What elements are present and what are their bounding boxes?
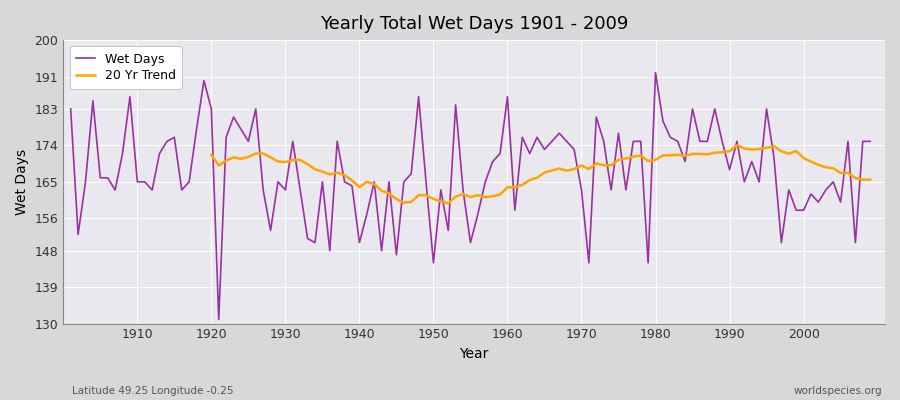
Wet Days: [66, 106, 77, 111]
Wet Days: [598, 139, 609, 144]
Wet Days: [865, 139, 876, 144]
Y-axis label: Wet Days: Wet Days: [15, 149, 29, 215]
Title: Yearly Total Wet Days 1901 - 2009: Yearly Total Wet Days 1901 - 2009: [320, 15, 628, 33]
20 Yr Trend: [865, 177, 876, 182]
20 Yr Trend: [287, 158, 298, 162]
Line: 20 Yr Trend: 20 Yr Trend: [212, 145, 870, 203]
20 Yr Trend: [502, 185, 513, 190]
20 Yr Trend: [495, 192, 506, 197]
Wet Days: [509, 208, 520, 212]
Wet Days: [295, 188, 306, 192]
Wet Days: [650, 70, 661, 75]
Wet Days: [124, 94, 135, 99]
Text: worldspecies.org: worldspecies.org: [794, 386, 882, 396]
Line: Wet Days: Wet Days: [71, 72, 870, 320]
Wet Days: [502, 94, 513, 99]
Text: Latitude 49.25 Longitude -0.25: Latitude 49.25 Longitude -0.25: [72, 386, 233, 396]
20 Yr Trend: [332, 170, 343, 175]
X-axis label: Year: Year: [460, 347, 489, 361]
Wet Days: [339, 180, 350, 184]
Legend: Wet Days, 20 Yr Trend: Wet Days, 20 Yr Trend: [69, 46, 182, 89]
Wet Days: [213, 317, 224, 322]
20 Yr Trend: [591, 161, 602, 166]
